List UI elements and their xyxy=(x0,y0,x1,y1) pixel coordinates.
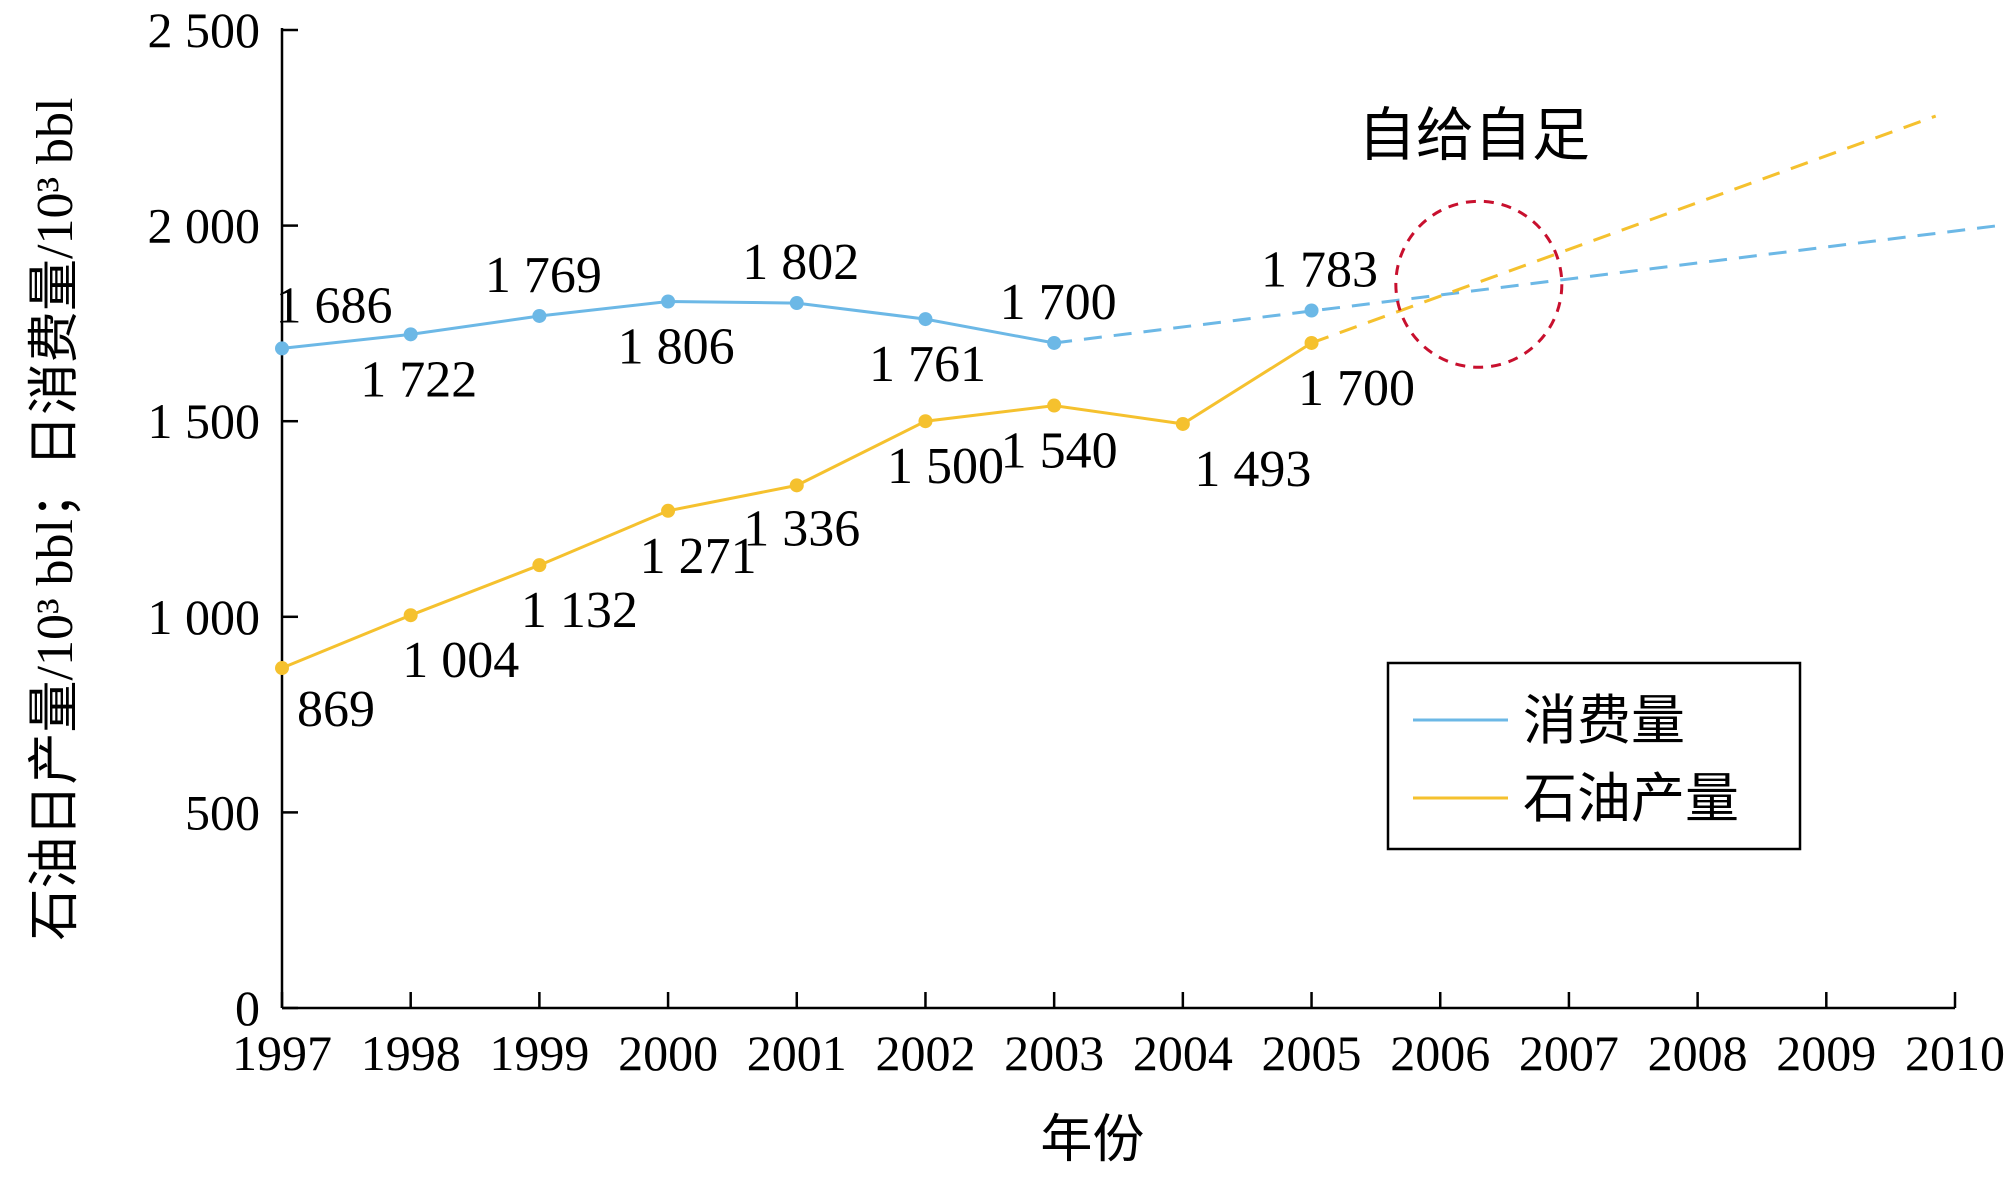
x-tick-label: 2001 xyxy=(747,1025,847,1081)
projection-line-consumption xyxy=(1053,223,2005,345)
data-point-consumption xyxy=(403,327,418,342)
x-tick-label: 1997 xyxy=(232,1025,332,1081)
data-point-production xyxy=(1047,398,1062,413)
x-tick-label: 2000 xyxy=(618,1025,718,1081)
y-tick-label: 1 000 xyxy=(148,589,261,645)
x-tick-label: 2009 xyxy=(1776,1025,1876,1081)
y-tick-label: 2 500 xyxy=(148,2,261,58)
data-label-consumption: 1 769 xyxy=(485,247,602,304)
data-label-consumption: 1 686 xyxy=(276,277,393,334)
x-tick-label: 2004 xyxy=(1133,1025,1233,1081)
data-label-consumption: 1 783 xyxy=(1261,241,1378,298)
data-label-production: 1 336 xyxy=(743,500,860,557)
data-points xyxy=(275,294,1319,676)
data-label-production: 1 271 xyxy=(640,528,757,585)
x-tick-label: 2010 xyxy=(1905,1025,2005,1081)
x-tick-label: 2005 xyxy=(1262,1025,1362,1081)
y-ticks: 0 500 1 000 1 500 2 000 2 500 xyxy=(148,2,298,1036)
x-tick-label: 2007 xyxy=(1519,1025,1619,1081)
x-axis-title: 年份 xyxy=(1040,1112,1144,1169)
data-point-production xyxy=(789,478,804,493)
y-tick-label: 2 000 xyxy=(148,198,261,254)
data-label-production: 1 493 xyxy=(1194,441,1311,498)
projection-line-production xyxy=(1311,114,1937,345)
y-tick-label: 1 500 xyxy=(148,393,261,449)
legend-label-consumption: 消费量 xyxy=(1523,691,1685,751)
data-point-consumption xyxy=(1304,303,1319,318)
data-label-consumption: 1 806 xyxy=(618,318,735,375)
x-tick-label: 2002 xyxy=(875,1025,975,1081)
data-point-production xyxy=(403,608,418,623)
annotation: 自给自足 xyxy=(1358,103,1590,369)
y-tick-label: 0 xyxy=(235,980,260,1036)
data-point-production xyxy=(1304,335,1319,350)
y-axis-title: 石油日产量/10³ bbl；日消费量/10³ bbl xyxy=(27,98,84,941)
data-point-consumption xyxy=(275,341,289,356)
data-label-production: 1 540 xyxy=(1001,423,1118,480)
data-label-production: 1 132 xyxy=(521,582,638,639)
data-point-production xyxy=(918,414,933,429)
data-point-consumption xyxy=(918,312,933,327)
self-sufficiency-circle xyxy=(1394,199,1564,369)
data-point-consumption xyxy=(1047,335,1062,350)
data-point-production xyxy=(661,503,676,518)
data-label-consumption: 1 802 xyxy=(742,234,859,291)
x-tick-label: 1999 xyxy=(489,1025,589,1081)
data-label-production: 869 xyxy=(297,681,375,738)
data-label-production: 1 700 xyxy=(1298,360,1415,417)
data-label-consumption: 1 722 xyxy=(360,351,477,408)
data-label-consumption: 1 761 xyxy=(869,336,986,393)
data-point-production xyxy=(1175,416,1190,431)
x-tick-label: 1998 xyxy=(361,1025,461,1081)
x-tick-label: 2006 xyxy=(1390,1025,1490,1081)
x-tick-label: 2003 xyxy=(1004,1025,1104,1081)
data-point-production xyxy=(275,661,289,676)
legend-box xyxy=(1386,661,1802,851)
data-label-production: 1 500 xyxy=(887,438,1004,495)
data-label-production: 1 004 xyxy=(402,632,519,689)
data-point-production xyxy=(532,558,547,573)
y-tick-label: 500 xyxy=(185,784,260,840)
legend-label-production: 石油产量 xyxy=(1523,769,1739,829)
x-tick-label: 2008 xyxy=(1648,1025,1748,1081)
projection-lines xyxy=(1053,114,2005,345)
legend: 消费量 石油产量 xyxy=(1386,661,1802,851)
annotation-text: 自给自足 xyxy=(1358,103,1590,168)
x-ticks: 1997 1998 1999 2000 2001 2002 2003 2004 2005 2006… xyxy=(232,992,2005,1081)
data-label-consumption: 1 700 xyxy=(1000,274,1117,331)
data-point-consumption xyxy=(532,308,547,323)
axes xyxy=(280,28,1955,1010)
data-point-consumption xyxy=(661,294,676,309)
data-point-consumption xyxy=(789,296,804,311)
